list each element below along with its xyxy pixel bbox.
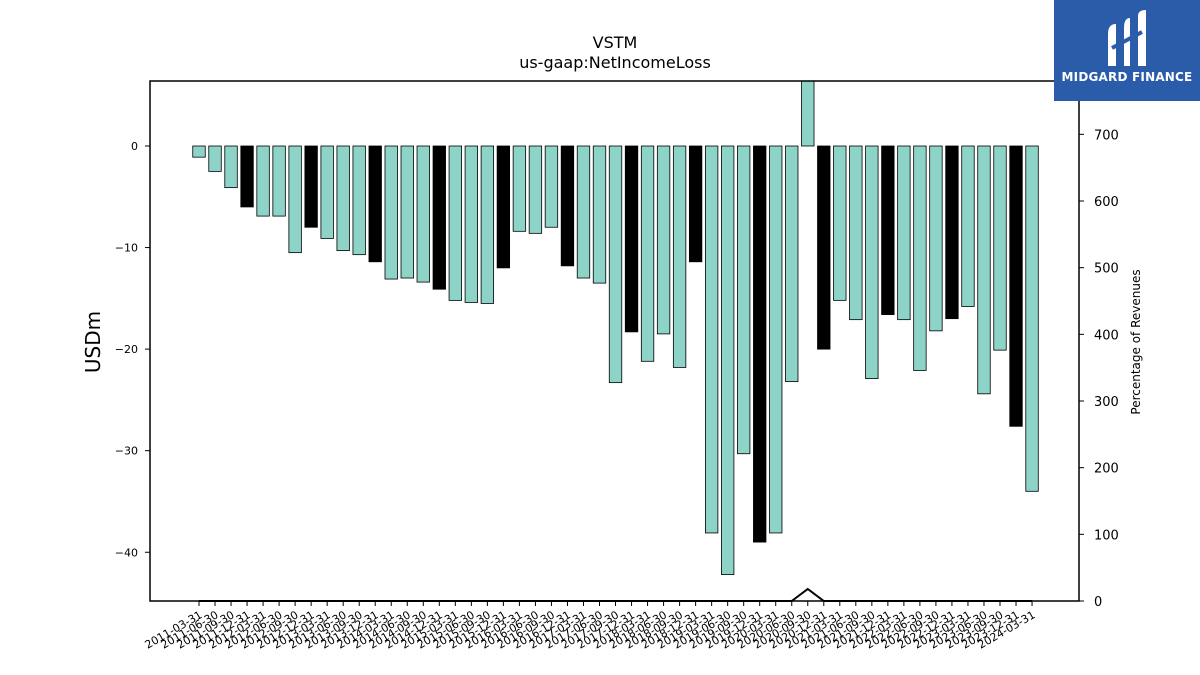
bar — [785, 145, 799, 383]
bar — [208, 145, 222, 172]
bar — [608, 145, 623, 384]
bar — [512, 145, 527, 232]
plot-frame — [149, 80, 1080, 602]
bar — [881, 145, 895, 315]
bar — [1009, 145, 1023, 427]
y2-tick-label: 600 — [1094, 195, 1119, 210]
y2-axis-label: Percentage of Revenues — [1129, 269, 1143, 414]
bar — [192, 145, 206, 158]
y-tick-label: −10 — [115, 242, 138, 255]
bar — [416, 145, 430, 283]
bar — [384, 145, 398, 280]
bar — [801, 80, 815, 147]
midgard-logo-icon — [1108, 10, 1146, 66]
bar — [304, 145, 318, 228]
bar — [656, 145, 671, 335]
bar — [945, 145, 959, 320]
bar — [320, 145, 334, 239]
brand-logo: MIDGARD FINANCE — [1054, 0, 1200, 101]
bar — [849, 145, 863, 321]
bar — [672, 145, 687, 368]
y-axis-ticks: 0 −10 −20 −30 −40 — [115, 140, 150, 559]
bar — [977, 145, 991, 395]
bar — [576, 145, 591, 279]
bar — [769, 145, 783, 534]
bar — [336, 145, 350, 252]
bar — [464, 145, 478, 303]
y2-tick-label: 400 — [1094, 328, 1119, 343]
bar-series — [192, 80, 1039, 575]
bar — [929, 145, 943, 332]
bar — [817, 145, 831, 350]
bar — [256, 145, 270, 217]
y2-tick-label: 500 — [1094, 262, 1119, 277]
y2-tick-label: 700 — [1094, 128, 1119, 143]
bar — [624, 145, 639, 333]
bar — [865, 145, 879, 379]
y2-tick-label: 0 — [1094, 595, 1102, 610]
bar — [993, 145, 1007, 351]
pct-revenues-line — [199, 587, 1033, 602]
y2-tick-label: 100 — [1094, 528, 1119, 543]
bar — [833, 145, 847, 301]
y-axis-label: USDm — [81, 311, 105, 373]
bar — [240, 145, 254, 208]
bar — [352, 145, 366, 256]
bar — [544, 145, 559, 228]
bar — [560, 145, 575, 267]
bar — [272, 145, 286, 217]
x-axis-ticks: 2011-03-312011-06-302011-09-302011-12-31… — [143, 601, 1038, 652]
y-tick-label: −30 — [115, 445, 138, 458]
bar — [368, 145, 382, 263]
bar — [721, 145, 735, 575]
bar — [753, 145, 767, 543]
bar — [704, 145, 719, 534]
y2-tick-label: 200 — [1094, 462, 1119, 477]
bar — [913, 145, 927, 371]
bar — [737, 145, 751, 455]
bar — [288, 145, 302, 254]
bar — [448, 145, 462, 301]
chart-subtitle: us-gaap:NetIncomeLoss — [519, 53, 711, 72]
y-tick-label: 0 — [131, 140, 138, 153]
bar — [1025, 145, 1039, 492]
bar — [496, 145, 511, 269]
y2-axis-ticks: 0 100 200 300 400 500 600 700 — [1079, 128, 1119, 610]
y-tick-label: −20 — [115, 343, 138, 356]
bar — [432, 145, 446, 290]
bar — [688, 145, 703, 263]
brand-name: MIDGARD FINANCE — [1061, 70, 1193, 84]
y-tick-label: −40 — [115, 546, 138, 559]
bar — [961, 145, 975, 307]
bar — [592, 145, 607, 284]
y2-tick-label: 300 — [1094, 395, 1119, 410]
bar — [640, 145, 655, 362]
bar — [224, 145, 238, 189]
bar — [897, 145, 911, 321]
bar — [480, 145, 495, 304]
pct-revenues-series — [199, 587, 1033, 602]
chart-title: VSTM — [593, 33, 638, 52]
bar — [528, 145, 543, 234]
bar — [400, 145, 414, 279]
